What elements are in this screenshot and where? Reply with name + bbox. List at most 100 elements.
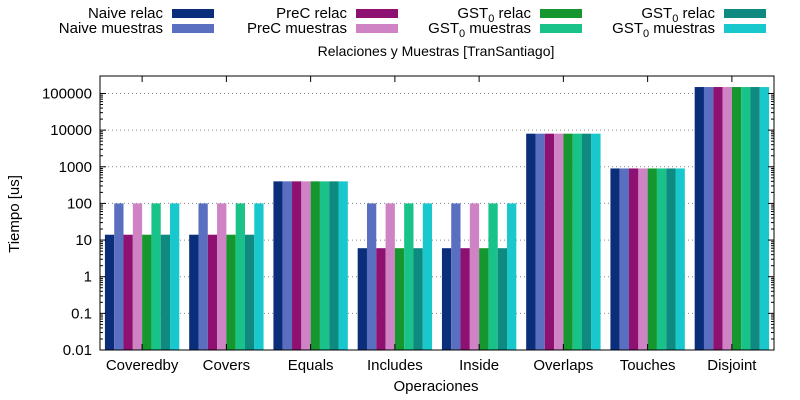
y-tick-label: 1	[84, 269, 92, 286]
bar	[441, 248, 452, 350]
bar	[479, 248, 489, 350]
bar	[591, 133, 601, 350]
bar	[160, 234, 171, 350]
bar	[629, 168, 639, 350]
bar	[170, 203, 180, 350]
bar	[610, 168, 620, 350]
bar	[338, 181, 348, 350]
legend-swatch	[356, 9, 398, 18]
bar	[301, 181, 311, 350]
legend-label: PreC relac	[276, 5, 347, 22]
y-axis-label: Tiempo [us]	[6, 175, 23, 253]
x-tick-label: Covers	[203, 357, 251, 374]
bar	[656, 168, 667, 350]
x-tick-label: Coveredby	[106, 357, 179, 374]
y-tick-label: 10000	[50, 122, 92, 139]
x-tick-label: Overlaps	[533, 357, 593, 374]
legend-swatch	[540, 24, 582, 33]
x-tick-label: Disjoint	[707, 357, 757, 374]
bar	[731, 87, 742, 350]
bar	[713, 87, 723, 350]
x-tick-label: Touches	[620, 357, 676, 374]
bar	[722, 87, 732, 350]
y-tick-label: 100	[67, 195, 92, 212]
bar	[394, 248, 405, 350]
bar	[207, 234, 218, 350]
bar	[132, 203, 143, 350]
bar	[198, 203, 208, 350]
bar	[488, 203, 498, 350]
legend-swatch	[724, 24, 766, 33]
bar	[460, 248, 470, 350]
bar	[638, 168, 648, 350]
bar	[544, 133, 555, 350]
axis-ticks: 0.01 0.1 1 10 100 1000 10000 100000 Coveredby Cov…	[42, 76, 774, 374]
bar	[507, 203, 517, 350]
y-tick-label: 0.1	[71, 305, 92, 322]
bar	[741, 87, 751, 350]
x-axis-label: Operaciones	[393, 378, 478, 395]
bar	[647, 168, 657, 350]
bar	[189, 234, 199, 350]
bar	[235, 203, 245, 350]
bar	[469, 203, 480, 350]
legend-swatch	[172, 24, 214, 33]
bar	[694, 87, 704, 350]
bar	[282, 181, 293, 350]
bar	[226, 234, 236, 350]
y-tick-label: 1000	[59, 159, 92, 176]
bars	[104, 87, 770, 350]
bar	[104, 234, 115, 350]
bar	[759, 87, 770, 350]
bar	[703, 87, 714, 350]
y-tick-label: 100000	[42, 85, 92, 102]
x-tick-label: Includes	[367, 357, 423, 374]
bar	[619, 168, 630, 350]
bar	[422, 203, 433, 350]
bar	[244, 234, 255, 350]
x-tick-label: Inside	[459, 357, 499, 374]
bar	[319, 181, 330, 350]
bar	[526, 133, 536, 350]
bar	[254, 203, 264, 350]
legend-label: GST0 muestras	[428, 20, 531, 40]
bar	[581, 133, 592, 350]
legend-label: PreC muestras	[247, 20, 347, 37]
x-tick-label: Equals	[288, 357, 334, 374]
bar	[750, 87, 760, 350]
bar	[114, 203, 124, 350]
bar	[310, 181, 320, 350]
bar	[451, 203, 461, 350]
bar	[572, 133, 582, 350]
y-tick-label: 10	[75, 232, 92, 249]
bar	[123, 234, 133, 350]
bar	[666, 168, 676, 350]
bar	[675, 168, 685, 350]
bar	[329, 181, 339, 350]
bar	[497, 248, 508, 350]
legend-label: GST0 muestras	[612, 20, 715, 40]
plot-frame	[99, 75, 775, 351]
bar	[366, 203, 377, 350]
legend-swatch	[172, 9, 214, 18]
legend-label: GST0 relac	[641, 5, 715, 25]
bar	[554, 133, 564, 350]
legend-label: GST0 relac	[457, 5, 531, 25]
legend-swatch	[356, 24, 398, 33]
bar	[404, 203, 414, 350]
bar	[273, 181, 283, 350]
legend-label: Naive relac	[88, 5, 164, 22]
bar	[142, 234, 152, 350]
bar	[563, 133, 573, 350]
bar	[357, 248, 367, 350]
bar	[292, 181, 302, 350]
bar	[535, 133, 545, 350]
legend-swatch	[724, 9, 766, 18]
bar	[376, 248, 386, 350]
legend-swatch	[540, 9, 582, 18]
bar	[413, 248, 423, 350]
y-tick-label: 0.01	[63, 342, 92, 359]
bar	[151, 203, 161, 350]
